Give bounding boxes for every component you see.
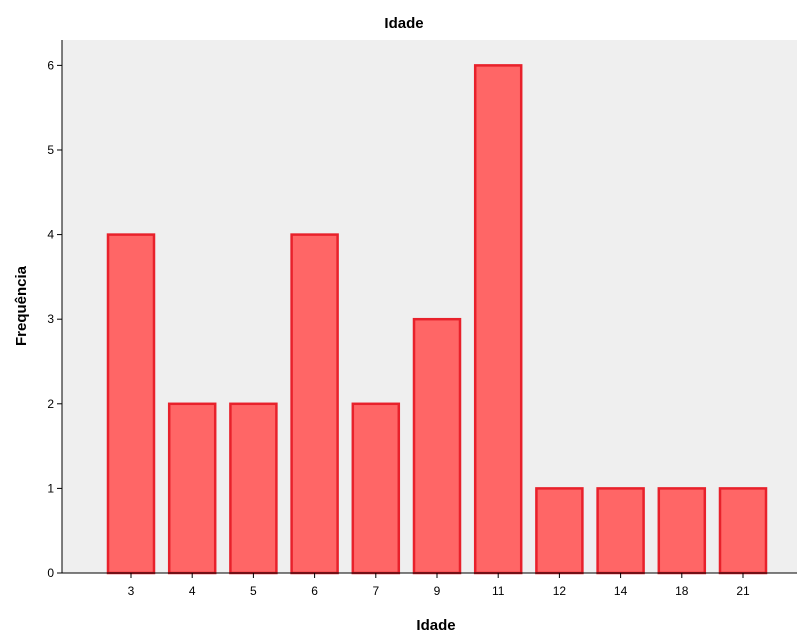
y-tick-label: 6	[47, 58, 54, 72]
chart-title: Idade	[384, 15, 423, 32]
y-tick-label: 0	[47, 566, 54, 580]
bar-3	[106, 233, 156, 575]
bar-21	[718, 487, 768, 575]
bars-group	[106, 64, 768, 575]
x-tick-label: 3	[128, 584, 135, 598]
x-tick-label: 6	[311, 584, 318, 598]
x-tick-label: 18	[675, 584, 689, 598]
x-tick-label: 7	[372, 584, 379, 598]
bar-11	[473, 64, 523, 575]
bar-18	[657, 487, 707, 575]
y-tick-label: 3	[47, 312, 54, 326]
y-tick-label: 2	[47, 397, 54, 411]
x-tick-label: 4	[189, 584, 196, 598]
y-tick-label: 5	[47, 143, 54, 157]
x-tick-label: 11	[492, 584, 505, 598]
x-tick-label: 9	[434, 584, 441, 598]
bar-12	[535, 487, 584, 575]
bar-6	[290, 233, 339, 575]
bar-5	[229, 402, 278, 575]
bar-4	[167, 402, 217, 575]
x-axis-title: Idade	[416, 617, 455, 634]
x-tick-label: 12	[553, 584, 567, 598]
x-tick-label: 5	[250, 584, 257, 598]
x-tick-label: 21	[736, 584, 750, 598]
bar-7	[351, 402, 401, 575]
y-tick-label: 4	[47, 228, 54, 242]
y-axis-title: Frequência	[13, 265, 30, 346]
y-tick-label: 1	[47, 481, 54, 495]
bar-14	[596, 487, 645, 575]
x-tick-label: 14	[614, 584, 628, 598]
bar-9	[412, 317, 462, 575]
